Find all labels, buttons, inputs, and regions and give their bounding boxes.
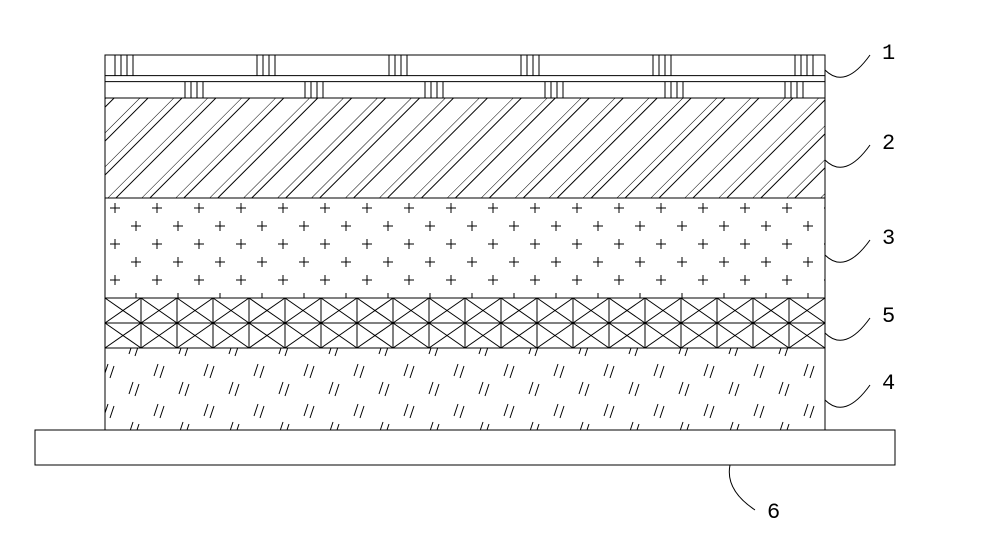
leader-line xyxy=(825,55,870,77)
layer-label: 3 xyxy=(882,226,895,251)
leader-line xyxy=(825,318,870,340)
leader-line xyxy=(825,385,870,407)
diagram-svg: 1 2 3 5 4 6 xyxy=(0,0,1000,558)
leader-line xyxy=(825,145,870,167)
layer-label: 6 xyxy=(767,500,780,525)
layer-label: 4 xyxy=(882,371,895,396)
layer-label: 1 xyxy=(882,41,895,66)
layer-triangles xyxy=(105,298,825,348)
leader-line xyxy=(729,465,755,510)
layer-label: 2 xyxy=(882,131,895,156)
layer-brick xyxy=(105,55,825,98)
layer-label: 5 xyxy=(882,304,895,329)
leader-line xyxy=(825,240,870,262)
